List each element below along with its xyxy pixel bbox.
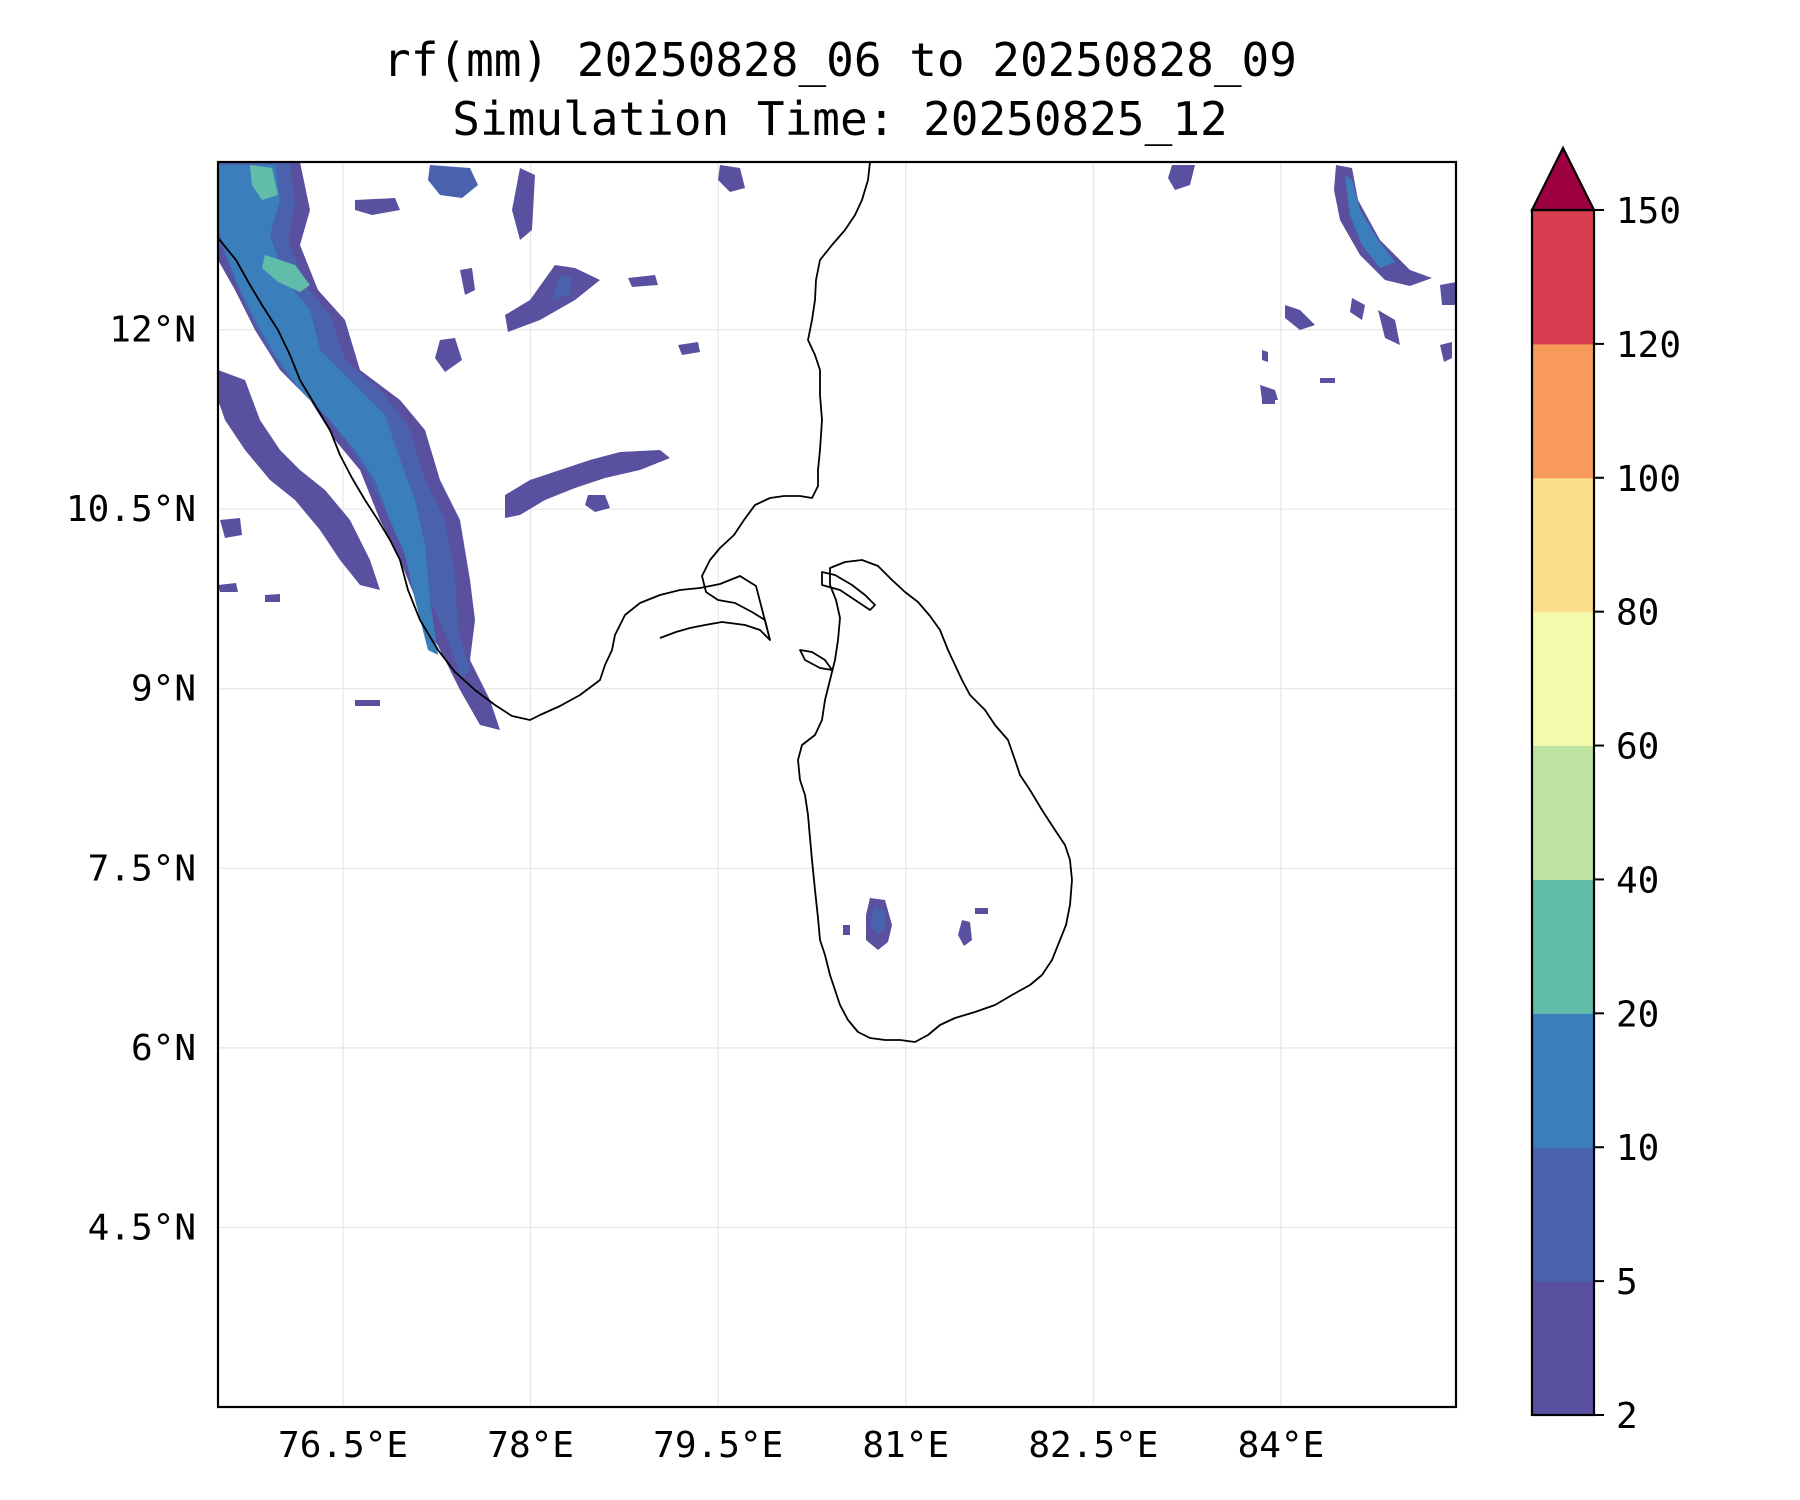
rain-cell-bay-ne-11 — [1262, 350, 1268, 362]
rain-cell-srilanka-west — [843, 925, 850, 935]
colorbar-label: 60 — [1616, 727, 1659, 768]
rain-cell-bay-ne-2 — [1168, 165, 1195, 190]
coastlines — [218, 162, 1073, 1043]
colorbar-label: 120 — [1616, 325, 1681, 366]
x-tick-label: 76.5°E — [278, 1425, 408, 1466]
rain-cell-bay-ne-9 — [1262, 395, 1275, 404]
colorbar-bands — [1532, 210, 1594, 1416]
map-area: 76.5°E 78°E 79.5°E 81°E 82.5°E 84°E 12°N 10.5°… — [66, 160, 1458, 1466]
y-axis-ticks: 12°N 10.5°N 9°N 7.5°N 6°N 4.5°N — [66, 310, 196, 1249]
coastline-srilanka-jaffna — [821, 571, 876, 611]
rain-cell-tn-north-4 — [718, 165, 745, 192]
x-tick-label: 84°E — [1238, 1425, 1325, 1466]
rain-cell-bay-ne-6 — [1378, 310, 1400, 345]
rain-cell-tn-north-1 — [428, 165, 478, 198]
coastline-india — [218, 162, 871, 721]
rain-cell-small-1 — [460, 268, 475, 295]
colorbar-label: 100 — [1616, 459, 1681, 500]
x-tick-label: 79.5°E — [653, 1425, 783, 1466]
rain-cell-tn-east-2 — [585, 495, 610, 512]
rain-cell-bay-ne-7 — [1440, 342, 1452, 362]
title-line1: rf(mm) 20250828_06 to 20250828_09 — [383, 33, 1297, 87]
colorbar-label: 150 — [1616, 191, 1681, 232]
title-line2: Simulation Time: 20250825_12 — [452, 92, 1227, 146]
rain-cell-bay-ne-10 — [1320, 378, 1335, 383]
rain-cell-tn-mid-5 — [678, 342, 700, 355]
rain-cell-small-3 — [218, 583, 238, 592]
rain-cell-ghats-peak — [262, 255, 310, 292]
rain-cell-small-2 — [220, 518, 242, 538]
y-tick-label: 12°N — [109, 310, 196, 351]
colorbar-band — [1532, 1281, 1594, 1416]
x-axis-ticks: 76.5°E 78°E 79.5°E 81°E 82.5°E 84°E — [278, 1425, 1324, 1466]
colorbar: 2 5 10 20 40 60 80 100 120 150 — [1530, 145, 1681, 1437]
colorbar-band — [1532, 745, 1594, 880]
coastline-adams-bridge — [799, 649, 833, 671]
rain-cell-kerala-outer-2 — [218, 370, 380, 590]
rain-cell-srilanka-central-core — [870, 906, 886, 935]
rain-cell-bay-ne-3 — [1440, 282, 1456, 305]
colorbar-band — [1532, 343, 1594, 479]
colorbar-band — [1532, 1147, 1594, 1282]
colorbar-label: 10 — [1616, 1128, 1659, 1169]
rain-cell-tn-north-3 — [512, 168, 535, 240]
colorbar-extend-arrow — [1530, 145, 1596, 212]
colorbar-label: 80 — [1616, 593, 1659, 634]
x-tick-label: 78°E — [487, 1425, 574, 1466]
x-tick-label: 82.5°E — [1028, 1425, 1158, 1466]
rain-cell-srilanka-east — [958, 920, 972, 946]
coastline-india-gulf — [659, 621, 771, 641]
y-tick-label: 6°N — [131, 1028, 196, 1069]
rain-cell-tn-mid-2 — [552, 275, 572, 300]
rain-cell-bay-ne-4 — [1285, 305, 1315, 330]
map-frame — [216, 160, 1458, 1409]
colorbar-label: 2 — [1616, 1396, 1638, 1437]
rain-cell-srilanka-east-2 — [975, 908, 988, 914]
colorbar-band — [1532, 611, 1594, 747]
coastline-srilanka — [797, 559, 1073, 1043]
colorbar-band — [1532, 477, 1594, 613]
y-tick-label: 4.5°N — [88, 1207, 196, 1248]
rain-cell-tn-north-2 — [355, 198, 400, 215]
y-tick-label: 10.5°N — [66, 489, 196, 530]
rain-cell-karnataka-peak — [250, 165, 278, 200]
colorbar-band — [1532, 879, 1594, 1014]
rain-cell-kerala-core — [218, 165, 438, 655]
gridlines — [218, 162, 1456, 1407]
y-tick-label: 7.5°N — [88, 848, 196, 889]
colorbar-band — [1532, 210, 1594, 345]
colorbar-frame — [1530, 208, 1596, 1417]
rain-cell-tn-mid-3 — [435, 338, 462, 372]
rainfall-contours — [218, 162, 1456, 950]
colorbar-label: 5 — [1616, 1262, 1638, 1303]
rain-cell-bay-ne-core — [1345, 175, 1395, 268]
rain-cell-tn-mid-4 — [628, 275, 658, 287]
colorbar-band — [1532, 1013, 1594, 1148]
rain-cell-tn-east-band — [505, 450, 670, 518]
rain-cell-small-4 — [355, 700, 380, 706]
colorbar-label: 20 — [1616, 994, 1659, 1035]
colorbar-labels: 2 5 10 20 40 60 80 100 120 150 — [1594, 191, 1681, 1437]
x-tick-label: 81°E — [862, 1425, 949, 1466]
rain-cell-bay-ne-5 — [1350, 298, 1365, 320]
colorbar-label: 40 — [1616, 860, 1659, 901]
rain-cell-small-5 — [265, 594, 280, 602]
map-background — [218, 162, 1456, 1407]
y-tick-label: 9°N — [131, 669, 196, 710]
